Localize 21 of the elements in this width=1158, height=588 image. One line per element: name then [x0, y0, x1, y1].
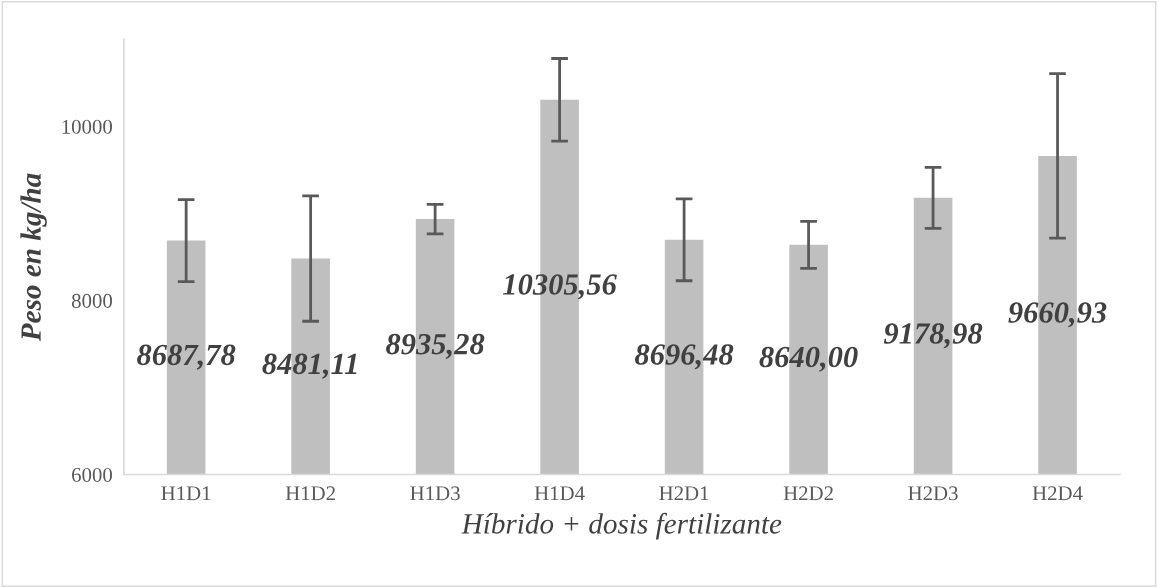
- y-tick-label: 8000: [71, 293, 112, 308]
- data-label: 8696,48: [634, 344, 734, 370]
- data-label: 9660,93: [1008, 302, 1107, 328]
- x-tick-label: H1D4: [534, 486, 585, 501]
- y-tick-label: 10000: [62, 119, 112, 134]
- x-tick-label: H1D3: [410, 486, 460, 501]
- data-label: 9178,98: [883, 323, 983, 349]
- y-tick-label: 6000: [72, 467, 112, 482]
- x-tick-label: H2D4: [1032, 486, 1083, 501]
- y-axis-title: Peso en kg/ha: [20, 173, 47, 342]
- x-tick-label: H1D2: [285, 486, 335, 501]
- data-label: 8640,00: [759, 346, 858, 372]
- data-label: 10305,56: [503, 274, 617, 300]
- data-label: 8935,28: [386, 333, 485, 359]
- x-axis-title: Híbrido + dosis fertilizante: [461, 512, 782, 540]
- data-label: 8687,78: [137, 344, 236, 370]
- data-label: 8481,11: [262, 353, 357, 379]
- x-tick-label: H2D2: [783, 486, 833, 501]
- x-tick-label: H2D1: [659, 486, 709, 501]
- x-tick-label: H1D1: [161, 486, 211, 501]
- x-tick-label: H2D3: [908, 486, 958, 501]
